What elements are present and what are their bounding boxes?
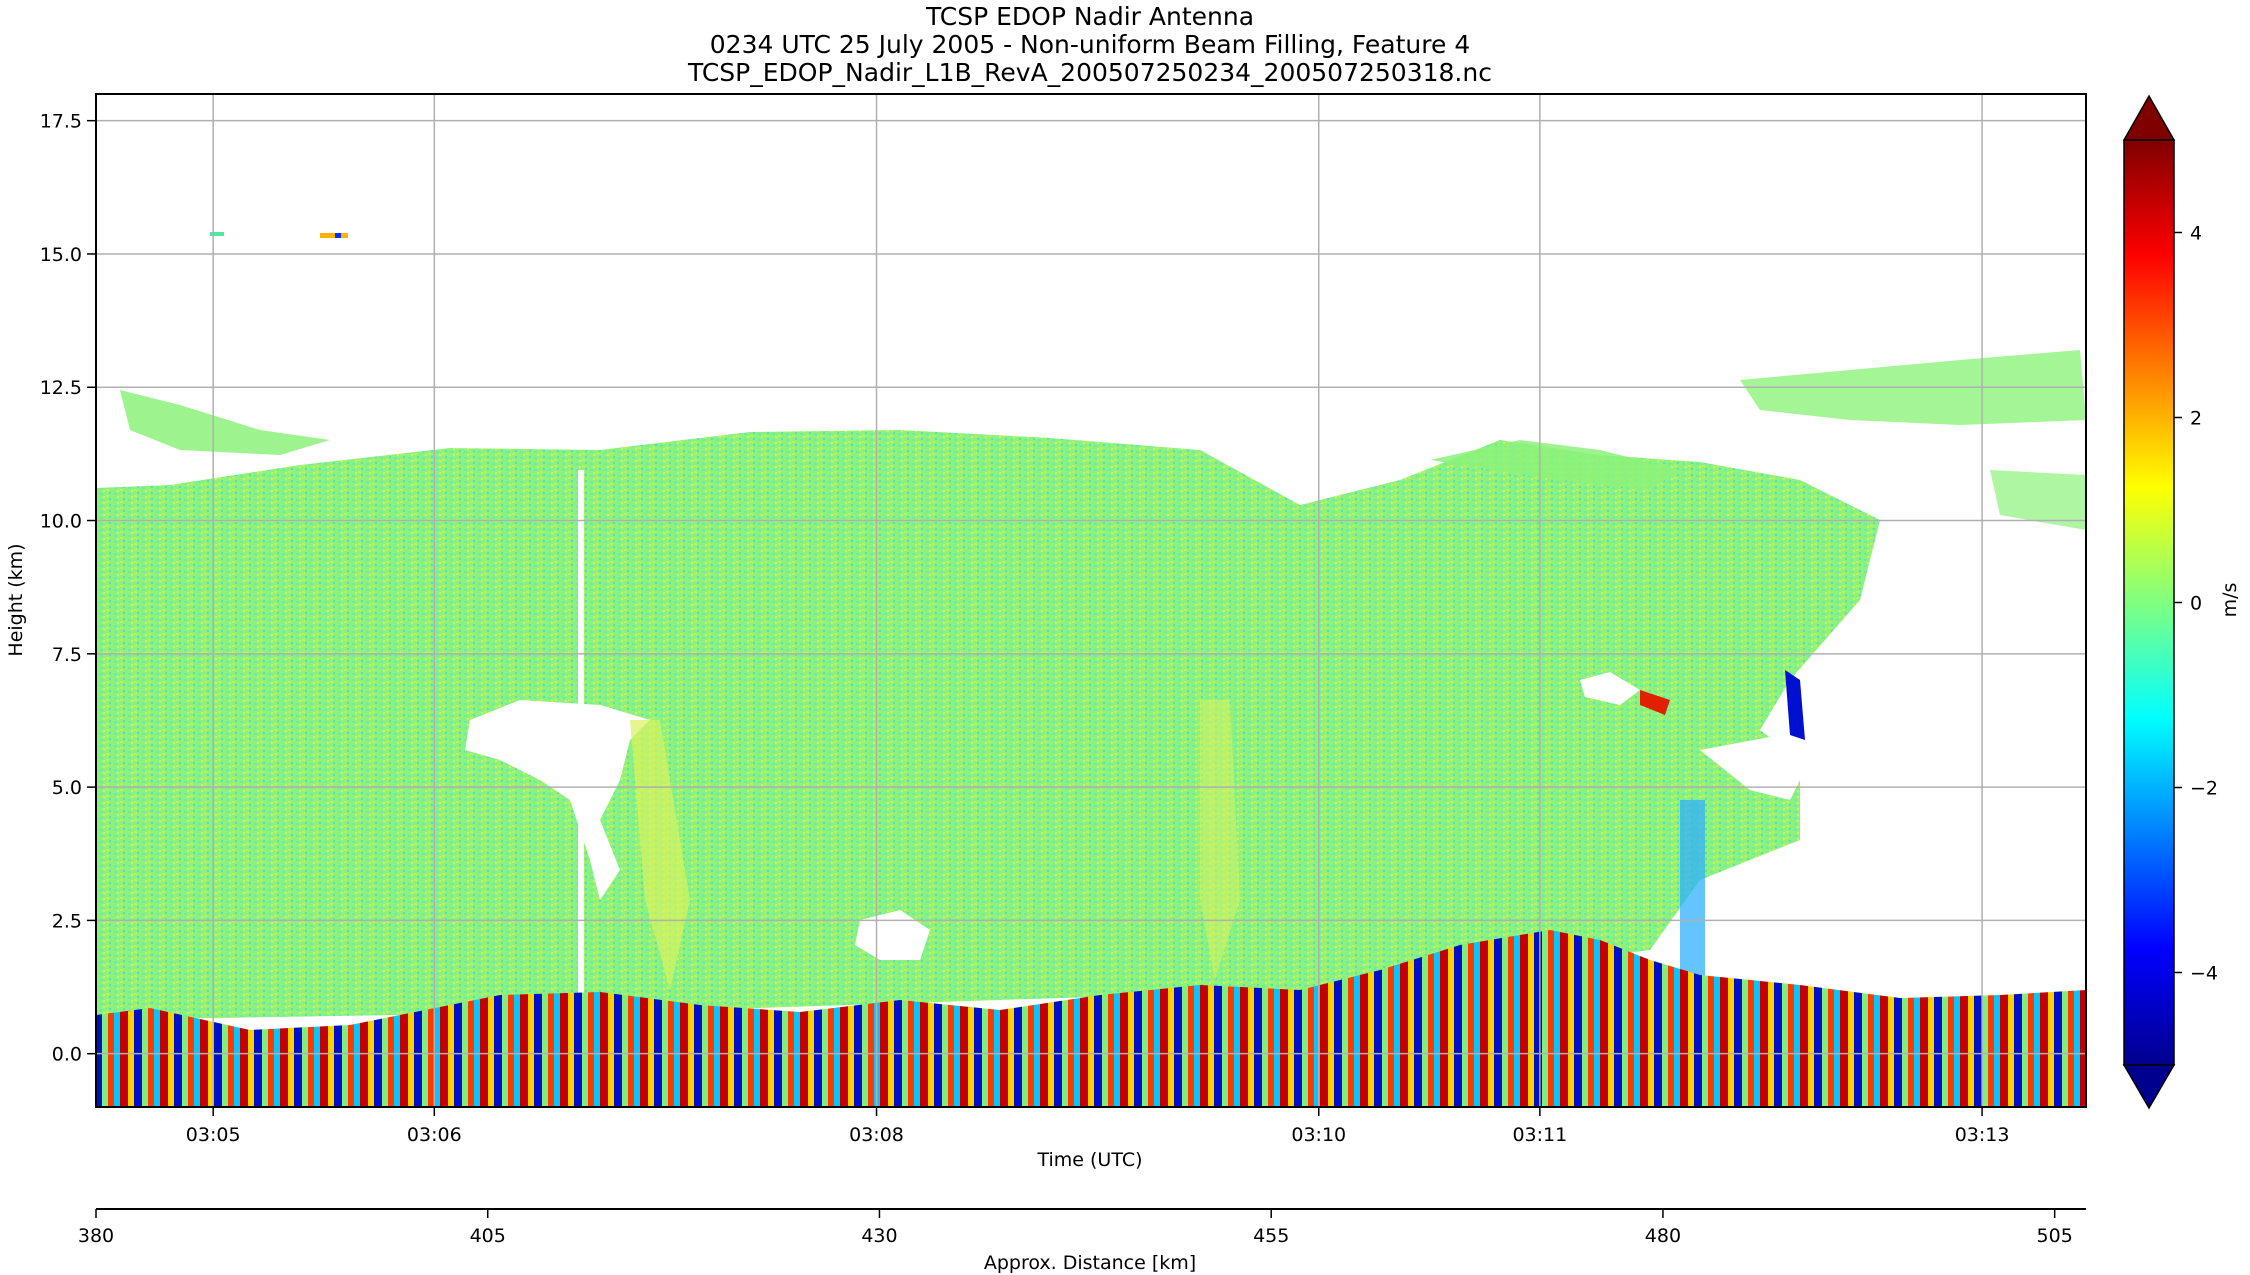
small-echo-2b: [335, 233, 341, 238]
anvil-patch-right: [1430, 440, 1680, 490]
y-tick-label: 5.0: [52, 777, 82, 799]
x-axis-label: Time (UTC): [1036, 1149, 1142, 1171]
distance-tick-label: 455: [1253, 1225, 1289, 1247]
chart-subtitle: 0234 UTC 25 July 2005 - Non-uniform Beam…: [709, 30, 1471, 59]
distance-tick-label: 405: [470, 1225, 506, 1247]
colorbar-tick-label: 2: [2190, 408, 2202, 430]
y-tick-label: 17.5: [40, 111, 82, 133]
x-tick-label: 03:08: [849, 1124, 904, 1146]
y-tick-label: 15.0: [40, 244, 82, 266]
colorbar: 4 2 0 −2 −4 m/s: [2122, 94, 2241, 1110]
small-echo-1: [210, 232, 224, 236]
distance-tick-label: 505: [2037, 1225, 2073, 1247]
cold-streak-1: [1680, 800, 1705, 990]
x-tick-label: 03:11: [1512, 1124, 1567, 1146]
distance-tick-label: 480: [1645, 1225, 1681, 1247]
anvil-patch: [120, 390, 330, 455]
colorbar-tick-label: −2: [2190, 778, 2218, 800]
y-tick-label: 12.5: [40, 377, 82, 399]
x-tick-label: 03:05: [186, 1124, 241, 1146]
echo-field: [96, 430, 1880, 1020]
x-tick-label: 03:06: [407, 1124, 462, 1146]
chart-title: TCSP EDOP Nadir Antenna: [925, 2, 1255, 31]
x-tick-label: 03:10: [1291, 1124, 1346, 1146]
colorbar-tick-label: 0: [2190, 593, 2202, 615]
distance-axis-label: Approx. Distance [km]: [984, 1252, 1196, 1274]
distance-axis-ticks: 380 405 430 455 480 505: [78, 1209, 2073, 1247]
blue-feature: [1785, 670, 1805, 740]
clear-gap-1: [465, 700, 650, 900]
y-tick-label: 0.0: [52, 1044, 82, 1066]
colorbar-body: [2123, 139, 2175, 1066]
colorbar-tick-label: 4: [2190, 223, 2202, 245]
x-tick-label: 03:13: [1955, 1124, 2010, 1146]
missing-data-column: [578, 470, 584, 1030]
colorbar-tick-label: −4: [2190, 963, 2218, 985]
clear-gap-2: [855, 910, 930, 960]
colorbar-extend-bottom: [2122, 1064, 2176, 1110]
x-axis-ticks: 03:05 03:06 03:08 03:10 03:11 03:13: [186, 1107, 2010, 1146]
plot-frame: [95, 93, 2087, 1108]
surface-band: [96, 930, 2086, 1107]
colorbar-label: m/s: [2219, 583, 2241, 618]
y-tick-label: 2.5: [52, 910, 82, 932]
clear-gap-3: [1580, 672, 1640, 705]
plot-area: [96, 94, 2086, 1107]
warm-streak-2: [1200, 700, 1240, 980]
red-feature: [1640, 690, 1670, 715]
small-echo-2: [320, 233, 348, 238]
y-tick-label: 7.5: [52, 644, 82, 666]
anvil-patch-tr: [1990, 470, 2086, 530]
chart-source-file: TCSP_EDOP_Nadir_L1B_RevA_200507250234_20…: [688, 58, 1492, 87]
colorbar-extend-top: [2122, 94, 2176, 141]
y-axis-ticks: 0.0 2.5 5.0 7.5 10.0 12.5 15.0 17.5: [40, 111, 96, 1066]
distance-tick-label: 430: [861, 1225, 897, 1247]
y-tick-label: 10.0: [40, 511, 82, 533]
clear-gap-4: [1700, 735, 1810, 800]
distance-tick-label: 380: [78, 1225, 114, 1247]
y-axis-label: Height (km): [5, 543, 27, 656]
grid: [96, 94, 2086, 1107]
